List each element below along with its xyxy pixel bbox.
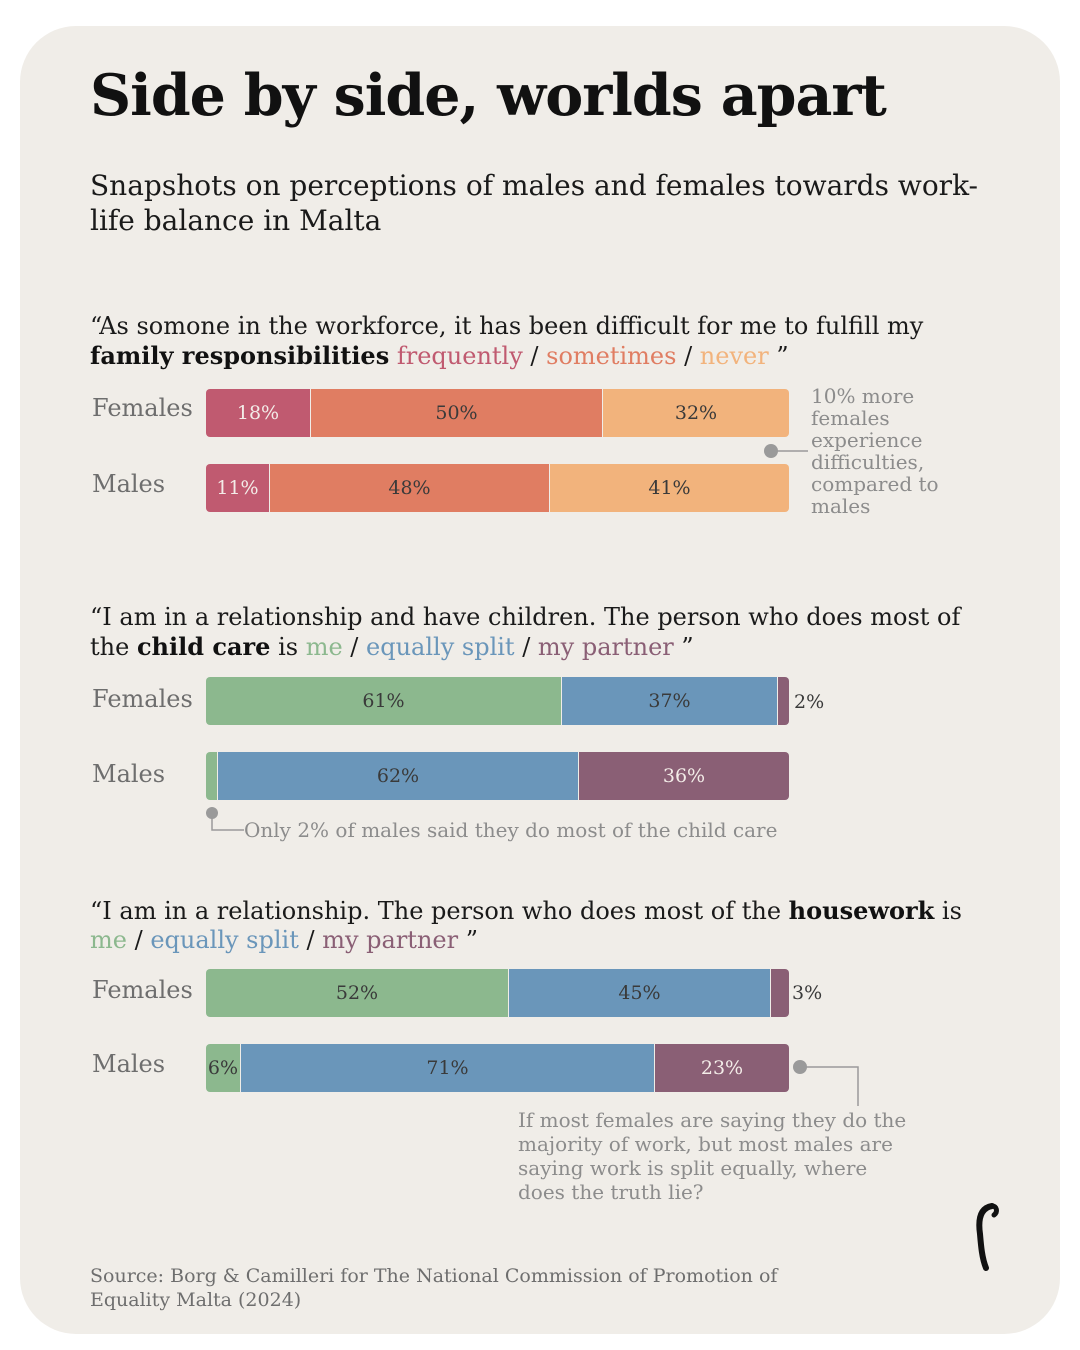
q3-option-equally-split: equally split [150, 926, 299, 954]
q1-open: “As somone in the workforce, it has been… [90, 312, 924, 340]
chart3-females-me-segment: 52% [206, 969, 509, 1017]
q3-option-my-partner: my partner [322, 926, 459, 954]
chart1-bar-females: 18% 50% 32% [206, 389, 789, 437]
q2-close: ” [673, 633, 694, 661]
chart2-males-equally-split-value: 62% [376, 765, 420, 787]
chart-title: Side by side, worlds apart [90, 62, 887, 129]
chart2-females-partner-value: 2% [794, 691, 825, 713]
q1-option-never: never [699, 342, 769, 370]
q2-open: “I am in a relationship and have childre… [90, 603, 961, 661]
chart1-females-sometimes-segment: 50% [311, 389, 603, 437]
q3-is: is [934, 897, 962, 925]
q2-sep-1: / [342, 633, 367, 661]
q2-topic: child care [136, 632, 271, 661]
chart2-males-me-segment [206, 752, 218, 800]
chart2-females-me-segment: 61% [206, 677, 562, 725]
q2-option-my-partner: my partner [537, 633, 674, 661]
chart1-males-never-value: 41% [648, 477, 691, 499]
chart2-connector-dot [206, 807, 218, 819]
q3-sep-2: / [298, 926, 323, 954]
chart3-females-equally-split-value: 45% [618, 982, 661, 1004]
q2-option-equally-split: equally split [366, 633, 515, 661]
q2-option-me: me [305, 633, 343, 661]
chart3-females-equally-split-segment: 45% [509, 969, 771, 1017]
chart2-females-my-partner-segment [778, 677, 789, 725]
q1-topic: family responsibilities [90, 341, 390, 370]
chart3-label-males: Males [92, 1050, 166, 1078]
q3-sep-1: / [126, 926, 151, 954]
chart1-females-frequently-segment: 18% [206, 389, 311, 437]
chart3-males-me-segment: 6% [206, 1044, 241, 1092]
chart3-males-me-value: 6% [207, 1057, 239, 1079]
q1-option-sometimes: sometimes [546, 342, 677, 370]
chart2-annotation: Only 2% of males said they do most of th… [244, 818, 778, 842]
chart3-connector-dot [793, 1060, 807, 1074]
chart1-label-females: Females [92, 394, 193, 422]
chart1-connector-dot [764, 444, 778, 458]
chart2-females-equally-split-value: 37% [648, 690, 691, 712]
chart3-bar-females: 52% 45% [206, 969, 789, 1017]
q3-topic: housework [788, 896, 935, 925]
chart3-females-me-value: 52% [335, 982, 379, 1004]
chart2-bar-males: 62% 36% [206, 752, 789, 800]
chart-subtitle: Snapshots on perceptions of males and fe… [90, 169, 979, 237]
question-housework: “I am in a relationship. The person who … [90, 896, 990, 955]
chart1-annotation: 10% more females experience difficulties… [811, 384, 939, 518]
q3-close: ” [458, 926, 478, 954]
chart1-males-sometimes-value: 48% [388, 477, 431, 499]
question-child-care: “I am in a relationship and have childre… [90, 603, 990, 662]
chart1-bar-males: 11% 48% 41% [206, 464, 789, 512]
chart1-males-never-segment: 41% [550, 464, 789, 512]
q1-sep-1: / [522, 342, 547, 370]
chart2-bar-females: 61% 37% [206, 677, 789, 725]
chart3-males-my-partner-value: 23% [700, 1057, 744, 1079]
q2-sep-2: / [514, 633, 538, 661]
chart3-annotation: If most females are saying they do the m… [518, 1108, 907, 1204]
chart3-males-my-partner-segment: 23% [655, 1044, 789, 1092]
q1-sep-2: / [676, 342, 700, 370]
chart3-connector-line [800, 1066, 859, 1106]
chart3-males-equally-split-value: 71% [426, 1057, 469, 1079]
chart3-bar-males: 6% 71% 23% [206, 1044, 789, 1092]
q1-option-frequently: frequently [396, 342, 523, 370]
chart1-label-males: Males [92, 470, 166, 498]
chart1-males-sometimes-segment: 48% [270, 464, 550, 512]
chart3-females-my-partner-segment [771, 969, 789, 1017]
chart2-label-males: Males [92, 760, 166, 788]
q2-is: is [270, 633, 306, 661]
q3-open: “I am in a relationship. The person who … [90, 897, 789, 925]
chart3-label-females: Females [92, 976, 193, 1004]
chart1-females-never-segment: 32% [603, 389, 789, 437]
chart2-males-my-partner-segment: 36% [579, 752, 789, 800]
q1-close: ” [768, 342, 789, 370]
chart2-males-equally-split-segment: 62% [218, 752, 579, 800]
source-note: Source: Borg & Camilleri for The Nationa… [90, 1265, 778, 1311]
chart1-females-sometimes-value: 50% [435, 402, 478, 424]
chart2-label-females: Females [92, 685, 193, 713]
question-family-responsibilities: “As somone in the workforce, it has been… [90, 312, 990, 371]
chart1-males-frequently-segment: 11% [206, 464, 270, 512]
publisher-logo-icon [976, 1203, 999, 1271]
chart1-females-never-value: 32% [674, 402, 718, 424]
chart1-females-frequently-value: 18% [236, 402, 280, 424]
chart3-males-equally-split-segment: 71% [241, 1044, 655, 1092]
chart1-males-frequently-value: 11% [216, 477, 259, 499]
chart2-females-equally-split-segment: 37% [562, 677, 778, 725]
q3-option-me: me [90, 926, 127, 954]
chart3-females-partner-value: 3% [792, 982, 823, 1004]
chart2-females-me-value: 61% [362, 690, 405, 712]
chart2-males-my-partner-value: 36% [662, 765, 706, 787]
